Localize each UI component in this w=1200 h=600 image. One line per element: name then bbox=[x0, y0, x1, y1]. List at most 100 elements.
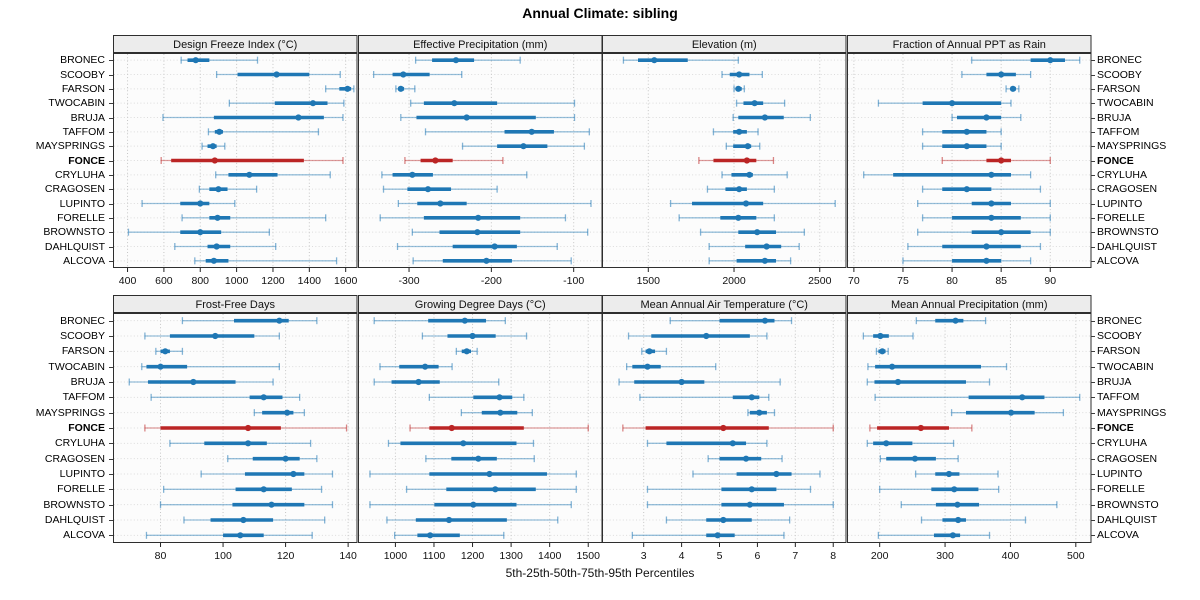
station-label-right-taffom: TAFFOM bbox=[1097, 125, 1140, 138]
median-dot bbox=[197, 229, 204, 236]
percentile-row-lupinto bbox=[692, 470, 821, 478]
percentile-row-cryluha bbox=[866, 439, 954, 447]
station-label-right-dahlquist: DAHLQUIST bbox=[1097, 514, 1158, 526]
x-tick-label: 300 bbox=[936, 550, 954, 562]
station-tick-mark bbox=[109, 474, 113, 475]
percentile-row-cragosen bbox=[198, 185, 258, 193]
station-label-left-bruja: BRUJA bbox=[70, 376, 105, 388]
median-dot bbox=[496, 409, 503, 416]
median-dot bbox=[742, 455, 750, 462]
median-dot bbox=[756, 409, 763, 416]
station-tick-mark bbox=[1091, 261, 1095, 262]
x-tick-label: 80 bbox=[946, 275, 958, 287]
panel-header: Effective Precipitation (mm) bbox=[357, 35, 602, 53]
percentile-row-farson bbox=[1004, 85, 1019, 93]
percentile-row-alcova bbox=[631, 531, 785, 539]
median-dot bbox=[485, 470, 493, 478]
x-tick-label: 600 bbox=[155, 275, 173, 287]
median-dot bbox=[963, 143, 970, 150]
percentile-row-twocabin bbox=[228, 99, 345, 107]
station-tick-mark bbox=[109, 175, 113, 176]
median-dot bbox=[212, 332, 219, 340]
median-dot bbox=[953, 501, 961, 508]
percentile-row-cryluha bbox=[862, 171, 1031, 179]
station-label-left-bronec: BRONEC bbox=[60, 314, 105, 327]
median-dot bbox=[736, 128, 743, 135]
percentile-row-alcova bbox=[145, 531, 313, 539]
station-label-right-alcova: ALCOVA bbox=[1097, 529, 1139, 542]
station-tick-mark bbox=[109, 232, 113, 233]
percentile-row-bruja bbox=[162, 114, 344, 121]
x-tick-label: 2000 bbox=[722, 275, 746, 287]
median-dot bbox=[276, 317, 283, 324]
percentile-row-twocabin bbox=[378, 363, 453, 371]
station-label-right-twocabin: TWOCABIN bbox=[1097, 360, 1154, 373]
station-tick-mark bbox=[109, 336, 113, 337]
median-dot bbox=[982, 243, 990, 250]
median-dot bbox=[260, 394, 267, 401]
station-label-left-scooby: SCOOBY bbox=[60, 68, 105, 81]
median-dot bbox=[214, 214, 221, 221]
percentile-row-forelle bbox=[678, 214, 775, 222]
median-dot bbox=[997, 229, 1004, 236]
percentile-row-scooby bbox=[144, 332, 280, 340]
panel-title: Frost-Free Days bbox=[196, 299, 276, 311]
median-dot bbox=[735, 85, 742, 92]
station-label-left-bruja: BRUJA bbox=[70, 111, 105, 124]
station-label-right-farson: FARSON bbox=[1097, 345, 1141, 358]
percentile-row-maysprings bbox=[201, 142, 226, 150]
percentile-row-dahlquist bbox=[183, 516, 326, 524]
percentile-row-dahlquist bbox=[396, 243, 558, 250]
station-label-right-taffom: TAFFOM bbox=[1097, 391, 1140, 404]
percentile-row-cragosen bbox=[921, 185, 1041, 193]
median-dot bbox=[729, 440, 736, 447]
percentile-row-taffom bbox=[921, 128, 1002, 136]
percentile-row-alcova bbox=[194, 257, 338, 265]
percentile-row-fonce bbox=[160, 157, 344, 164]
median-dot bbox=[982, 114, 990, 121]
percentile-row-bruja bbox=[866, 378, 990, 386]
gridlines bbox=[358, 54, 601, 267]
percentile-row-forelle bbox=[379, 214, 566, 222]
percentile-row-forelle bbox=[921, 214, 1051, 222]
percentile-row-maysprings bbox=[747, 409, 776, 417]
x-tick-label: 1300 bbox=[499, 550, 523, 562]
median-dot bbox=[157, 363, 164, 370]
x-axis: 1500 2000 2500 bbox=[637, 268, 832, 287]
station-tick-mark bbox=[1091, 367, 1095, 368]
x-tick-label: 100 bbox=[214, 550, 232, 562]
median-dot bbox=[963, 128, 970, 135]
station-tick-mark bbox=[109, 397, 113, 398]
station-label-right-alcova: ALCOVA bbox=[1097, 254, 1139, 267]
station-label-left-forelle: FORELLE bbox=[57, 211, 105, 224]
gridlines bbox=[114, 314, 357, 542]
median-dot bbox=[408, 171, 415, 178]
station-tick-mark bbox=[1091, 189, 1095, 190]
station-tick-mark bbox=[109, 413, 113, 414]
median-dot bbox=[1009, 85, 1016, 92]
panel-growing-degree-days-c: Growing Degree Days (°C) 1000 1100 1200 1300… bbox=[357, 295, 602, 562]
median-dot bbox=[474, 214, 481, 221]
x-tick-label: 1600 bbox=[334, 275, 358, 287]
station-tick-mark bbox=[1091, 247, 1095, 248]
data-layer bbox=[862, 317, 1080, 539]
station-tick-mark bbox=[1091, 232, 1095, 233]
percentile-row-forelle bbox=[646, 485, 812, 493]
x-tick-label: 1400 bbox=[537, 550, 561, 562]
median-dot bbox=[424, 186, 431, 193]
station-label-left-dahlquist: DAHLQUIST bbox=[44, 514, 105, 526]
data-layer bbox=[622, 56, 836, 265]
median-dot bbox=[237, 532, 244, 539]
percentile-row-twocabin bbox=[625, 363, 717, 371]
station-tick-mark bbox=[1091, 397, 1095, 398]
percentile-row-taffom bbox=[712, 128, 759, 136]
percentile-row-twocabin bbox=[866, 363, 1007, 371]
median-dot bbox=[463, 348, 470, 355]
percentile-row-lupinto bbox=[397, 200, 592, 207]
median-dot bbox=[954, 516, 961, 524]
percentile-row-bronec bbox=[915, 317, 986, 325]
percentile-row-alcova bbox=[412, 257, 572, 265]
median-dot bbox=[987, 214, 994, 221]
station-tick-mark bbox=[1091, 336, 1095, 337]
